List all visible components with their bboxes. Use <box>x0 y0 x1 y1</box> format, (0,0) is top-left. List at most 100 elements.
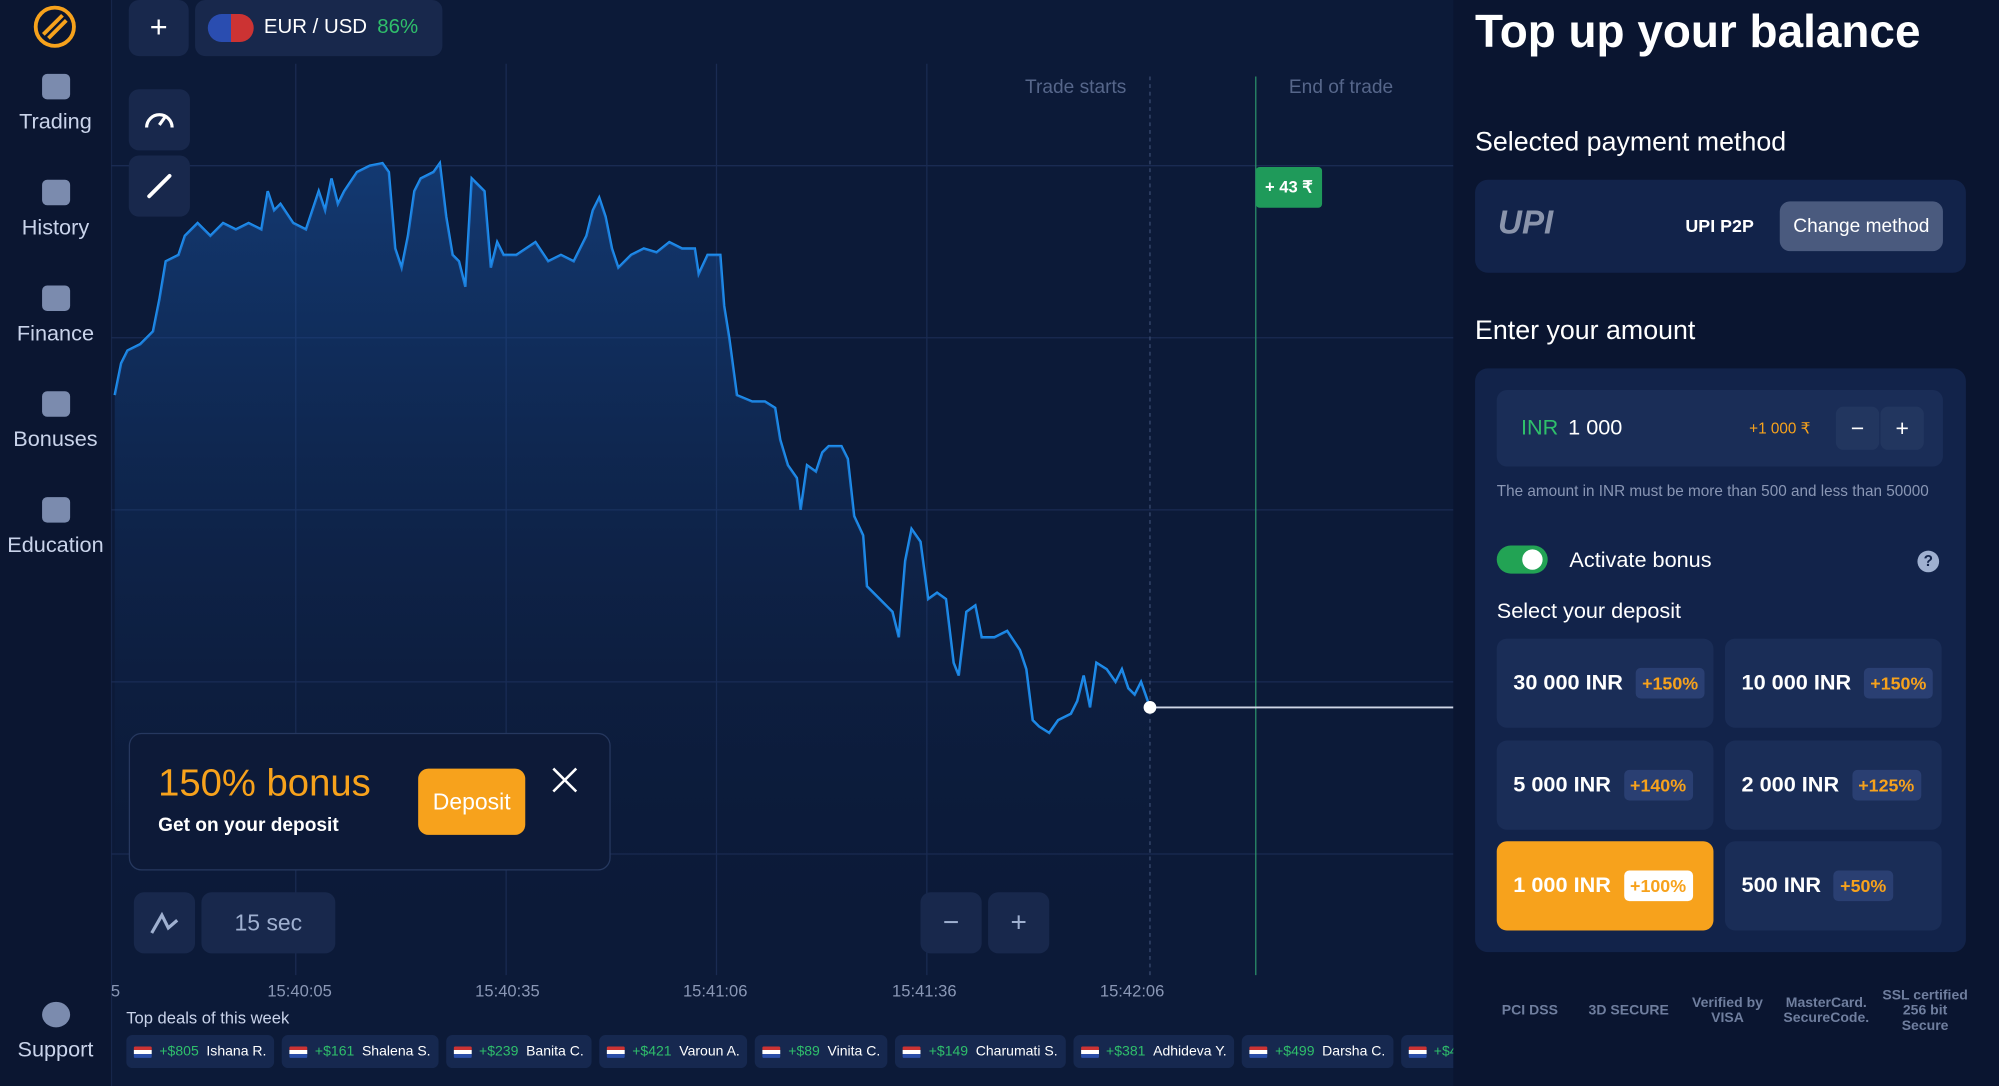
option-bonus: +100% <box>1623 870 1693 902</box>
security-badge: MasterCard. SecureCode. <box>1783 995 1870 1027</box>
gauge-icon <box>145 113 174 128</box>
nav-item[interactable]: Finance <box>0 285 111 347</box>
nav-label: Education <box>7 532 104 558</box>
option-amount: 30 000 INR <box>1513 670 1623 695</box>
increase-button[interactable]: + <box>1880 406 1924 450</box>
deal-chip: +$421 Varoun A. <box>599 1034 748 1069</box>
payment-method-card: UPI UPI P2P Change method <box>1475 179 1966 273</box>
support[interactable]: Support <box>0 1001 111 1063</box>
deposit-button[interactable]: Deposit <box>418 768 526 835</box>
deposit-option[interactable]: 1 000 INR +100% <box>1496 841 1714 931</box>
decrease-button[interactable]: − <box>1835 406 1880 450</box>
deal-chip: +$499 Darsha C. <box>1241 1034 1393 1069</box>
deal-flag <box>453 1045 472 1058</box>
zoom-in-button[interactable]: + <box>988 892 1050 954</box>
security-badge: Verified by VISA <box>1692 995 1763 1027</box>
deposit-option[interactable]: 30 000 INR +150% <box>1496 638 1714 728</box>
bonus-subtitle: Get on your deposit <box>158 814 339 837</box>
support-icon <box>41 1001 70 1028</box>
deal-name: Vinita C. <box>827 1043 881 1060</box>
add-asset-button[interactable]: + <box>128 0 189 57</box>
time-label: 5 <box>110 981 121 1001</box>
payment-heading: Selected payment method <box>1475 127 1787 157</box>
option-bonus: +50% <box>1833 870 1893 902</box>
option-amount: 10 000 INR <box>1741 670 1852 695</box>
deposit-option[interactable]: 5 000 INR +140% <box>1496 739 1714 830</box>
nav-item[interactable]: Bonuses <box>0 391 111 452</box>
time-label: 15:40:35 <box>475 981 540 1001</box>
current-price-dot <box>1143 701 1157 714</box>
currency: INR <box>1520 415 1559 440</box>
option-bonus: +125% <box>1851 769 1921 800</box>
deal-chip: +$465 <box>1400 1034 1454 1069</box>
deal-chip: +$805 Ishana R. <box>126 1034 275 1069</box>
timeframe-button[interactable]: 15 sec <box>201 892 336 954</box>
support-label: Support <box>17 1037 94 1062</box>
option-amount: 1 000 INR <box>1513 873 1611 898</box>
nav-label: Bonuses <box>13 426 98 452</box>
method-name: UPI P2P <box>1685 215 1754 236</box>
amount-value: 1 000 <box>1568 415 1623 440</box>
option-amount: 2 000 INR <box>1741 771 1840 796</box>
option-bonus: +150% <box>1635 667 1705 699</box>
nav-label: History <box>21 215 90 240</box>
nav-icon <box>41 391 70 417</box>
amount-hint: The amount in INR must be more than 500 … <box>1496 481 1929 500</box>
deal-amount: +$465 <box>1433 1043 1454 1060</box>
security-badges: PCI DSS 3D SECURE Verified by VISA MasterCa… <box>1485 988 1969 1034</box>
zoom-out-button[interactable]: − <box>920 892 982 954</box>
nav-item[interactable]: Education <box>0 497 111 558</box>
indicators-button[interactable] <box>128 89 190 151</box>
bonus-popup: 150% bonus Get on your deposit Deposit <box>128 732 611 871</box>
nav-item[interactable]: History <box>0 179 111 241</box>
deal-amount: +$421 <box>632 1043 672 1060</box>
panel-title: Top up your balance <box>1475 5 1921 58</box>
deposit-option[interactable]: 2 000 INR +125% <box>1724 739 1942 830</box>
brush-icon <box>147 173 172 199</box>
nav-item[interactable]: Trading <box>0 73 111 135</box>
deposit-option[interactable]: 500 INR +50% <box>1724 841 1942 931</box>
deal-name: Shalena S. <box>361 1043 431 1060</box>
select-heading: Select your deposit <box>1496 599 1682 624</box>
bonus-toggle-label: Activate bonus <box>1569 548 1712 573</box>
sidebar: Trading History Finance Bonuses Education Su… <box>0 0 113 1086</box>
chart-type-button[interactable] <box>133 892 196 954</box>
deposit-panel: Top up your balance Selected payment met… <box>1453 0 1999 1086</box>
method-logo: UPI <box>1498 202 1554 241</box>
nav-icon <box>41 73 70 100</box>
time-label: 15:41:36 <box>892 981 957 1001</box>
deal-flag <box>1408 1045 1427 1058</box>
nav-icon <box>41 179 70 206</box>
security-badge: PCI DSS <box>1501 1003 1558 1019</box>
asset-flags <box>207 14 254 43</box>
time-label: 15:40:05 <box>267 981 332 1001</box>
close-popup[interactable] <box>551 766 579 794</box>
logo <box>33 5 76 48</box>
time-label: 15:42:06 <box>1099 981 1165 1001</box>
change-method-button[interactable]: Change method <box>1779 201 1943 252</box>
deal-amount: +$381 <box>1106 1043 1146 1060</box>
deal-amount: +$805 <box>159 1043 199 1060</box>
deal-chip: +$161 Shalena S. <box>281 1034 439 1069</box>
end-of-trade-label: End of trade <box>1288 76 1394 99</box>
amount-input[interactable]: INR 1 000 +1 000 ₹ − + <box>1496 390 1943 467</box>
drawing-button[interactable] <box>128 155 190 217</box>
deposit-option[interactable]: 10 000 INR +150% <box>1724 638 1942 728</box>
chart-type-icon <box>150 911 179 934</box>
deal-amount: +$499 <box>1275 1043 1315 1060</box>
deal-amount: +$89 <box>788 1043 820 1060</box>
time-label: 15:41:06 <box>682 981 748 1001</box>
deal-chip: +$149 Charumati S. <box>895 1034 1066 1069</box>
trade-starts-label: Trade starts <box>1025 76 1127 99</box>
bonus-title: 150% bonus <box>158 762 371 805</box>
bonus-toggle[interactable] <box>1496 545 1548 574</box>
option-bonus: +140% <box>1623 769 1693 800</box>
deal-name: Varoun A. <box>679 1043 740 1060</box>
deal-name: Darsha C. <box>1322 1043 1386 1060</box>
asset-selector[interactable]: EUR / USD 86% <box>195 0 443 57</box>
help-icon[interactable]: ? <box>1917 550 1940 573</box>
deal-amount: +$161 <box>314 1043 355 1060</box>
deal-name: Charumati S. <box>975 1043 1058 1060</box>
